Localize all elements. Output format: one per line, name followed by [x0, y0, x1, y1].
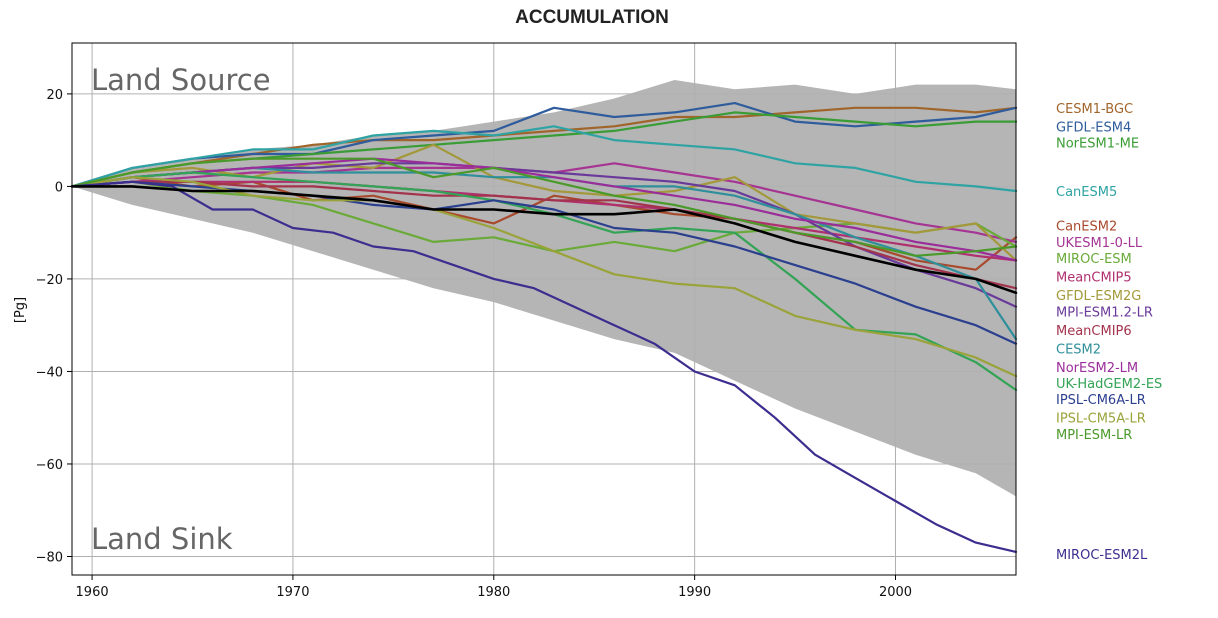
legend-entry-miroc-esm: MIROC-ESM: [1056, 252, 1132, 267]
series-line-miroc-esm2l: [70, 180, 1018, 554]
legend: CESM1-BGC GFDL-ESM4 NorESM1-ME CanESM5 CanES…: [1056, 102, 1162, 563]
series-line-mpi-esm-lr: [70, 157, 1018, 257]
legend-entry-meancmip5: MeanCMIP5: [1056, 271, 1132, 286]
series-line-canesm5: [70, 125, 1018, 193]
annotation-land-sink: Land Sink: [91, 522, 233, 556]
legend-entry-noresm1-me: NorESM1-ME: [1056, 137, 1139, 152]
legend-entry-canesm2: CanESM2: [1056, 220, 1117, 235]
legend-entry-canesm5: CanESM5: [1056, 185, 1117, 200]
legend-entry-uk-hadgem2-es: UK-HadGEM2-ES: [1056, 377, 1162, 392]
legend-entry-miroc-esm2l: MIROC-ESM2L: [1056, 548, 1148, 563]
legend-entry-ipsl-cm5a-lr: IPSL-CM5A-LR: [1056, 412, 1146, 427]
model-spread-envelope: [72, 80, 1016, 497]
series-line-canesm2: [70, 176, 1018, 271]
chart-title: ACCUMULATION: [515, 7, 669, 28]
series-line-gfdl-esm4: [70, 101, 1018, 188]
plot-area: 1960 1970 1980 1990 2000 −80 −60 −40 −20 0 20: [36, 42, 1018, 600]
legend-entry-ukesm1-0-ll: UKESM1-0-LL: [1056, 236, 1143, 251]
y-tick-label: 0: [55, 180, 63, 195]
legend-entry-gfdl-esm4: GFDL-ESM4: [1056, 120, 1131, 135]
x-tick-label: 1970: [276, 585, 309, 600]
y-tick-label: −60: [36, 458, 63, 473]
legend-entry-cesm2: CESM2: [1056, 342, 1101, 357]
y-tick-label: −40: [36, 365, 63, 380]
x-tick-label: 1960: [76, 585, 109, 600]
legend-entry-noresm2-lm: NorESM2-LM: [1056, 361, 1138, 376]
series-line-gfdl-esm2g: [70, 143, 1018, 262]
legend-entry-ipsl-cm6a-lr: IPSL-CM6A-LR: [1056, 393, 1146, 408]
series-line-noresm2-lm: [70, 157, 1018, 262]
y-axis-label: [Pg]: [13, 297, 28, 323]
y-tick-label: −20: [36, 273, 63, 288]
x-tick-label: 1990: [678, 585, 711, 600]
series-line-ensemble: [70, 185, 1018, 295]
annotation-land-source: Land Source: [91, 63, 271, 97]
x-tick-label: 1980: [477, 585, 510, 600]
plot-frame: [71, 42, 1017, 576]
x-tick-label: 2000: [879, 585, 912, 600]
series-line-cesm1-bgc: [70, 106, 1018, 188]
legend-entry-meancmip6: MeanCMIP6: [1056, 324, 1132, 339]
series-line-meancmip6: [70, 180, 1018, 290]
y-tick-label: 20: [46, 88, 63, 103]
legend-entry-mpi-esm-lr: MPI-ESM-LR: [1056, 428, 1132, 443]
legend-entry-gfdl-esm2g: GFDL-ESM2G: [1056, 289, 1141, 304]
series-line-ipsl-cm6a-lr: [70, 180, 1018, 345]
legend-entry-mpi-esm1-2-lr: MPI-ESM1.2-LR: [1056, 305, 1153, 320]
y-tick-label: −80: [36, 550, 63, 565]
legend-entry-cesm1-bgc: CESM1-BGC: [1056, 102, 1133, 117]
